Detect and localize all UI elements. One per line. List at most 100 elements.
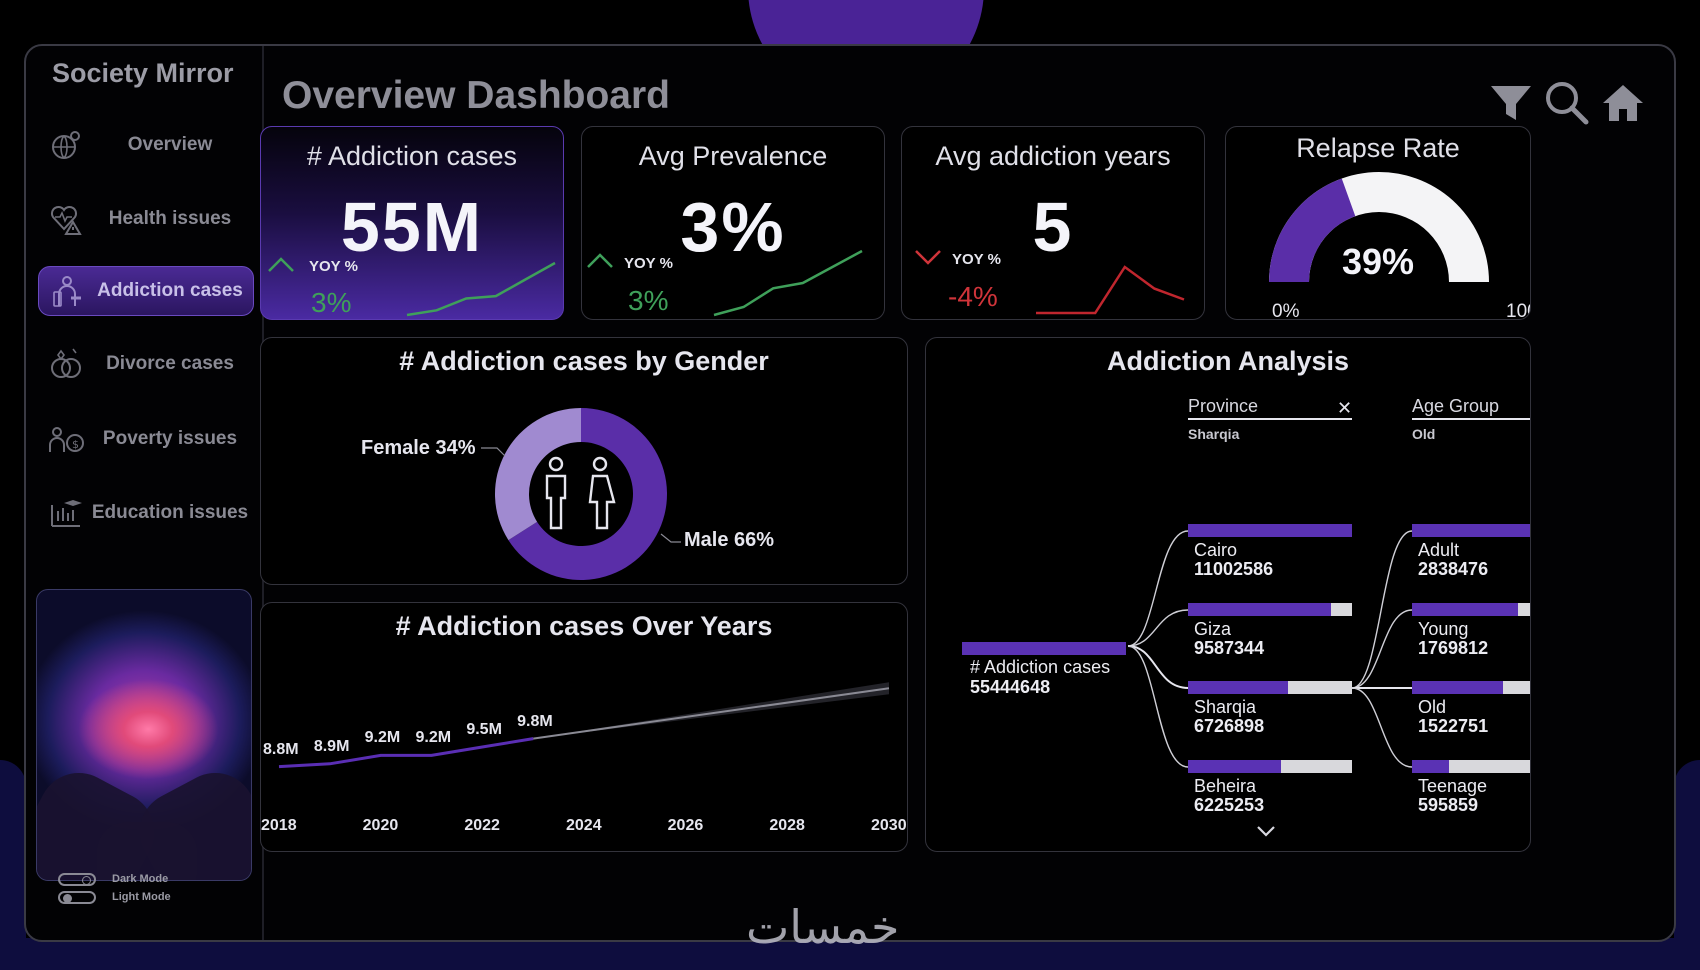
sidebar-item-label: Poverty issues bbox=[102, 428, 238, 449]
province-column-header[interactable]: Province bbox=[1188, 396, 1259, 416]
home-icon[interactable] bbox=[1600, 80, 1646, 126]
tree-root-label: # Addiction cases bbox=[970, 657, 1111, 677]
page-title: Overview Dashboard bbox=[282, 74, 670, 117]
panel-title: Addiction Analysis bbox=[1106, 346, 1350, 376]
search-icon[interactable] bbox=[1544, 80, 1590, 126]
toggle-icon[interactable] bbox=[58, 890, 96, 904]
years-line-chart bbox=[278, 682, 890, 769]
x-tick-label: 2022 bbox=[464, 817, 500, 834]
province-node-name: Beheira bbox=[1194, 776, 1257, 796]
column-divider bbox=[1412, 418, 1530, 420]
background-glow-right bbox=[1674, 760, 1700, 940]
dashboard-frame: Society Mirror Overview Health issues Ad… bbox=[24, 44, 1676, 942]
x-tick-label: 2030 bbox=[871, 817, 907, 834]
sidebar-item-label: Divorce cases bbox=[106, 353, 234, 374]
sidebar-item-poverty[interactable]: $ Poverty issues bbox=[38, 414, 254, 464]
province-node-name: Giza bbox=[1194, 619, 1232, 639]
kpi-value: 55M bbox=[340, 188, 484, 266]
theme-toggle[interactable]: Dark Mode Light Mode bbox=[58, 870, 171, 906]
series-line bbox=[278, 737, 534, 769]
male-label: Male 66% bbox=[684, 529, 775, 551]
age-node-bar-fill bbox=[1412, 760, 1450, 773]
x-tick-label: 2028 bbox=[769, 817, 805, 834]
province-node-bar-fill bbox=[1188, 524, 1352, 537]
sidebar-item-label: Overview bbox=[127, 134, 213, 155]
province-node-bar[interactable] bbox=[1188, 760, 1352, 773]
province-node-bar-fill bbox=[1188, 681, 1289, 694]
female-label: Female 34% bbox=[361, 437, 476, 459]
kpi-yoy-label: YOY % bbox=[952, 251, 1001, 268]
gauge-title: Relapse Rate bbox=[1296, 133, 1460, 163]
province-node-bar-fill bbox=[1188, 603, 1331, 616]
age-node-value: 1769812 bbox=[1418, 638, 1489, 658]
rings-icon bbox=[46, 346, 86, 382]
kpi-yoy-label: YOY % bbox=[624, 255, 673, 272]
svg-text:$: $ bbox=[72, 438, 79, 451]
kpi-sparkline bbox=[1036, 265, 1185, 315]
close-icon[interactable]: ✕ bbox=[1337, 398, 1353, 418]
sidebar-item-overview[interactable]: Overview bbox=[38, 120, 254, 170]
smoke-hands-image bbox=[36, 589, 252, 881]
kpi-yoy-value: -4% bbox=[948, 281, 998, 312]
province-node-bar[interactable] bbox=[1188, 681, 1352, 694]
province-node-bar[interactable] bbox=[1188, 524, 1352, 537]
toggle-icon[interactable] bbox=[58, 872, 96, 886]
donut-leader-lines bbox=[481, 447, 681, 543]
tree-root-bar[interactable] bbox=[962, 642, 1126, 655]
sidebar-item-divorce[interactable]: Divorce cases bbox=[38, 339, 254, 389]
kpi-sparkline bbox=[406, 261, 556, 317]
province-node-bar-fill bbox=[1188, 760, 1282, 773]
filter-icon[interactable] bbox=[1488, 80, 1534, 126]
province-node-value: 6726898 bbox=[1194, 716, 1265, 736]
age-node-bar[interactable] bbox=[1412, 524, 1530, 537]
forecast-line bbox=[533, 687, 890, 740]
trend-up-icon bbox=[268, 257, 294, 272]
age-node-bar-fill bbox=[1412, 524, 1530, 537]
kpi-yoy-value: 3% bbox=[311, 287, 352, 318]
province-node-value: 11002586 bbox=[1194, 559, 1274, 579]
province-node-value: 9587344 bbox=[1194, 638, 1265, 658]
donut-slice-male bbox=[508, 408, 667, 580]
age-node-bar[interactable] bbox=[1412, 681, 1530, 694]
kpi-value: 5 bbox=[1032, 188, 1074, 266]
kpi-card-years[interactable]: Avg addiction years 5 YOY % -4% bbox=[901, 126, 1205, 320]
data-label: 8.9M bbox=[313, 737, 350, 755]
x-tick-label: 2026 bbox=[667, 817, 704, 834]
years-chart-card[interactable]: # Addiction cases Over Years 8.8M 8.9M 9.2… bbox=[260, 602, 908, 852]
chevron-down-icon[interactable] bbox=[1255, 824, 1277, 843]
kpi-card-addiction[interactable]: # Addiction cases 55M YOY % 3% bbox=[260, 126, 564, 320]
gauge-value: 39% bbox=[1341, 241, 1415, 282]
kpi-yoy-label: YOY % bbox=[309, 258, 358, 275]
background-band bbox=[0, 938, 1700, 970]
age-node-bar[interactable] bbox=[1412, 603, 1530, 616]
tree-root-value: 55444648 bbox=[970, 677, 1051, 697]
addiction-analysis-card[interactable]: Addiction Analysis # Addiction cases 554… bbox=[925, 337, 1531, 852]
gauge-min-label: 0% bbox=[1272, 301, 1300, 320]
dark-mode-label: Dark Mode bbox=[112, 873, 169, 885]
sidebar-item-education[interactable]: Education issues bbox=[38, 488, 254, 538]
education-icon bbox=[46, 495, 86, 531]
kpi-value: 3% bbox=[680, 188, 786, 266]
sparkline-line bbox=[406, 261, 556, 317]
kpi-card-prevalence[interactable]: Avg Prevalence 3% YOY % 3% bbox=[581, 126, 885, 320]
sparkline-line bbox=[1036, 265, 1185, 315]
age-column-header[interactable]: Age Group bbox=[1412, 396, 1500, 416]
relapse-gauge-card[interactable]: Relapse Rate 39% 0% 100% bbox=[1225, 126, 1531, 320]
gauge-fill bbox=[1269, 178, 1356, 282]
forecast-band bbox=[533, 682, 889, 739]
sidebar-item-addiction[interactable]: Addiction cases bbox=[38, 266, 254, 316]
column-divider bbox=[1188, 418, 1352, 420]
province-node-bar[interactable] bbox=[1188, 603, 1352, 616]
age-node-name: Young bbox=[1418, 619, 1469, 639]
sidebar-item-health[interactable]: Health issues bbox=[38, 194, 254, 244]
age-node-value: 2838476 bbox=[1418, 559, 1489, 579]
x-tick-label: 2024 bbox=[566, 817, 602, 834]
toolbar bbox=[1488, 80, 1646, 126]
data-label: 8.8M bbox=[263, 740, 299, 758]
people-coin-icon: $ bbox=[46, 421, 86, 457]
gender-chart-card[interactable]: # Addiction cases by Gender Female 34% M… bbox=[260, 337, 908, 585]
donut-slice-female bbox=[495, 408, 581, 541]
age-node-name: Old bbox=[1418, 697, 1447, 717]
age-node-bar[interactable] bbox=[1412, 760, 1530, 773]
sidebar-item-label: Health issues bbox=[108, 208, 232, 229]
